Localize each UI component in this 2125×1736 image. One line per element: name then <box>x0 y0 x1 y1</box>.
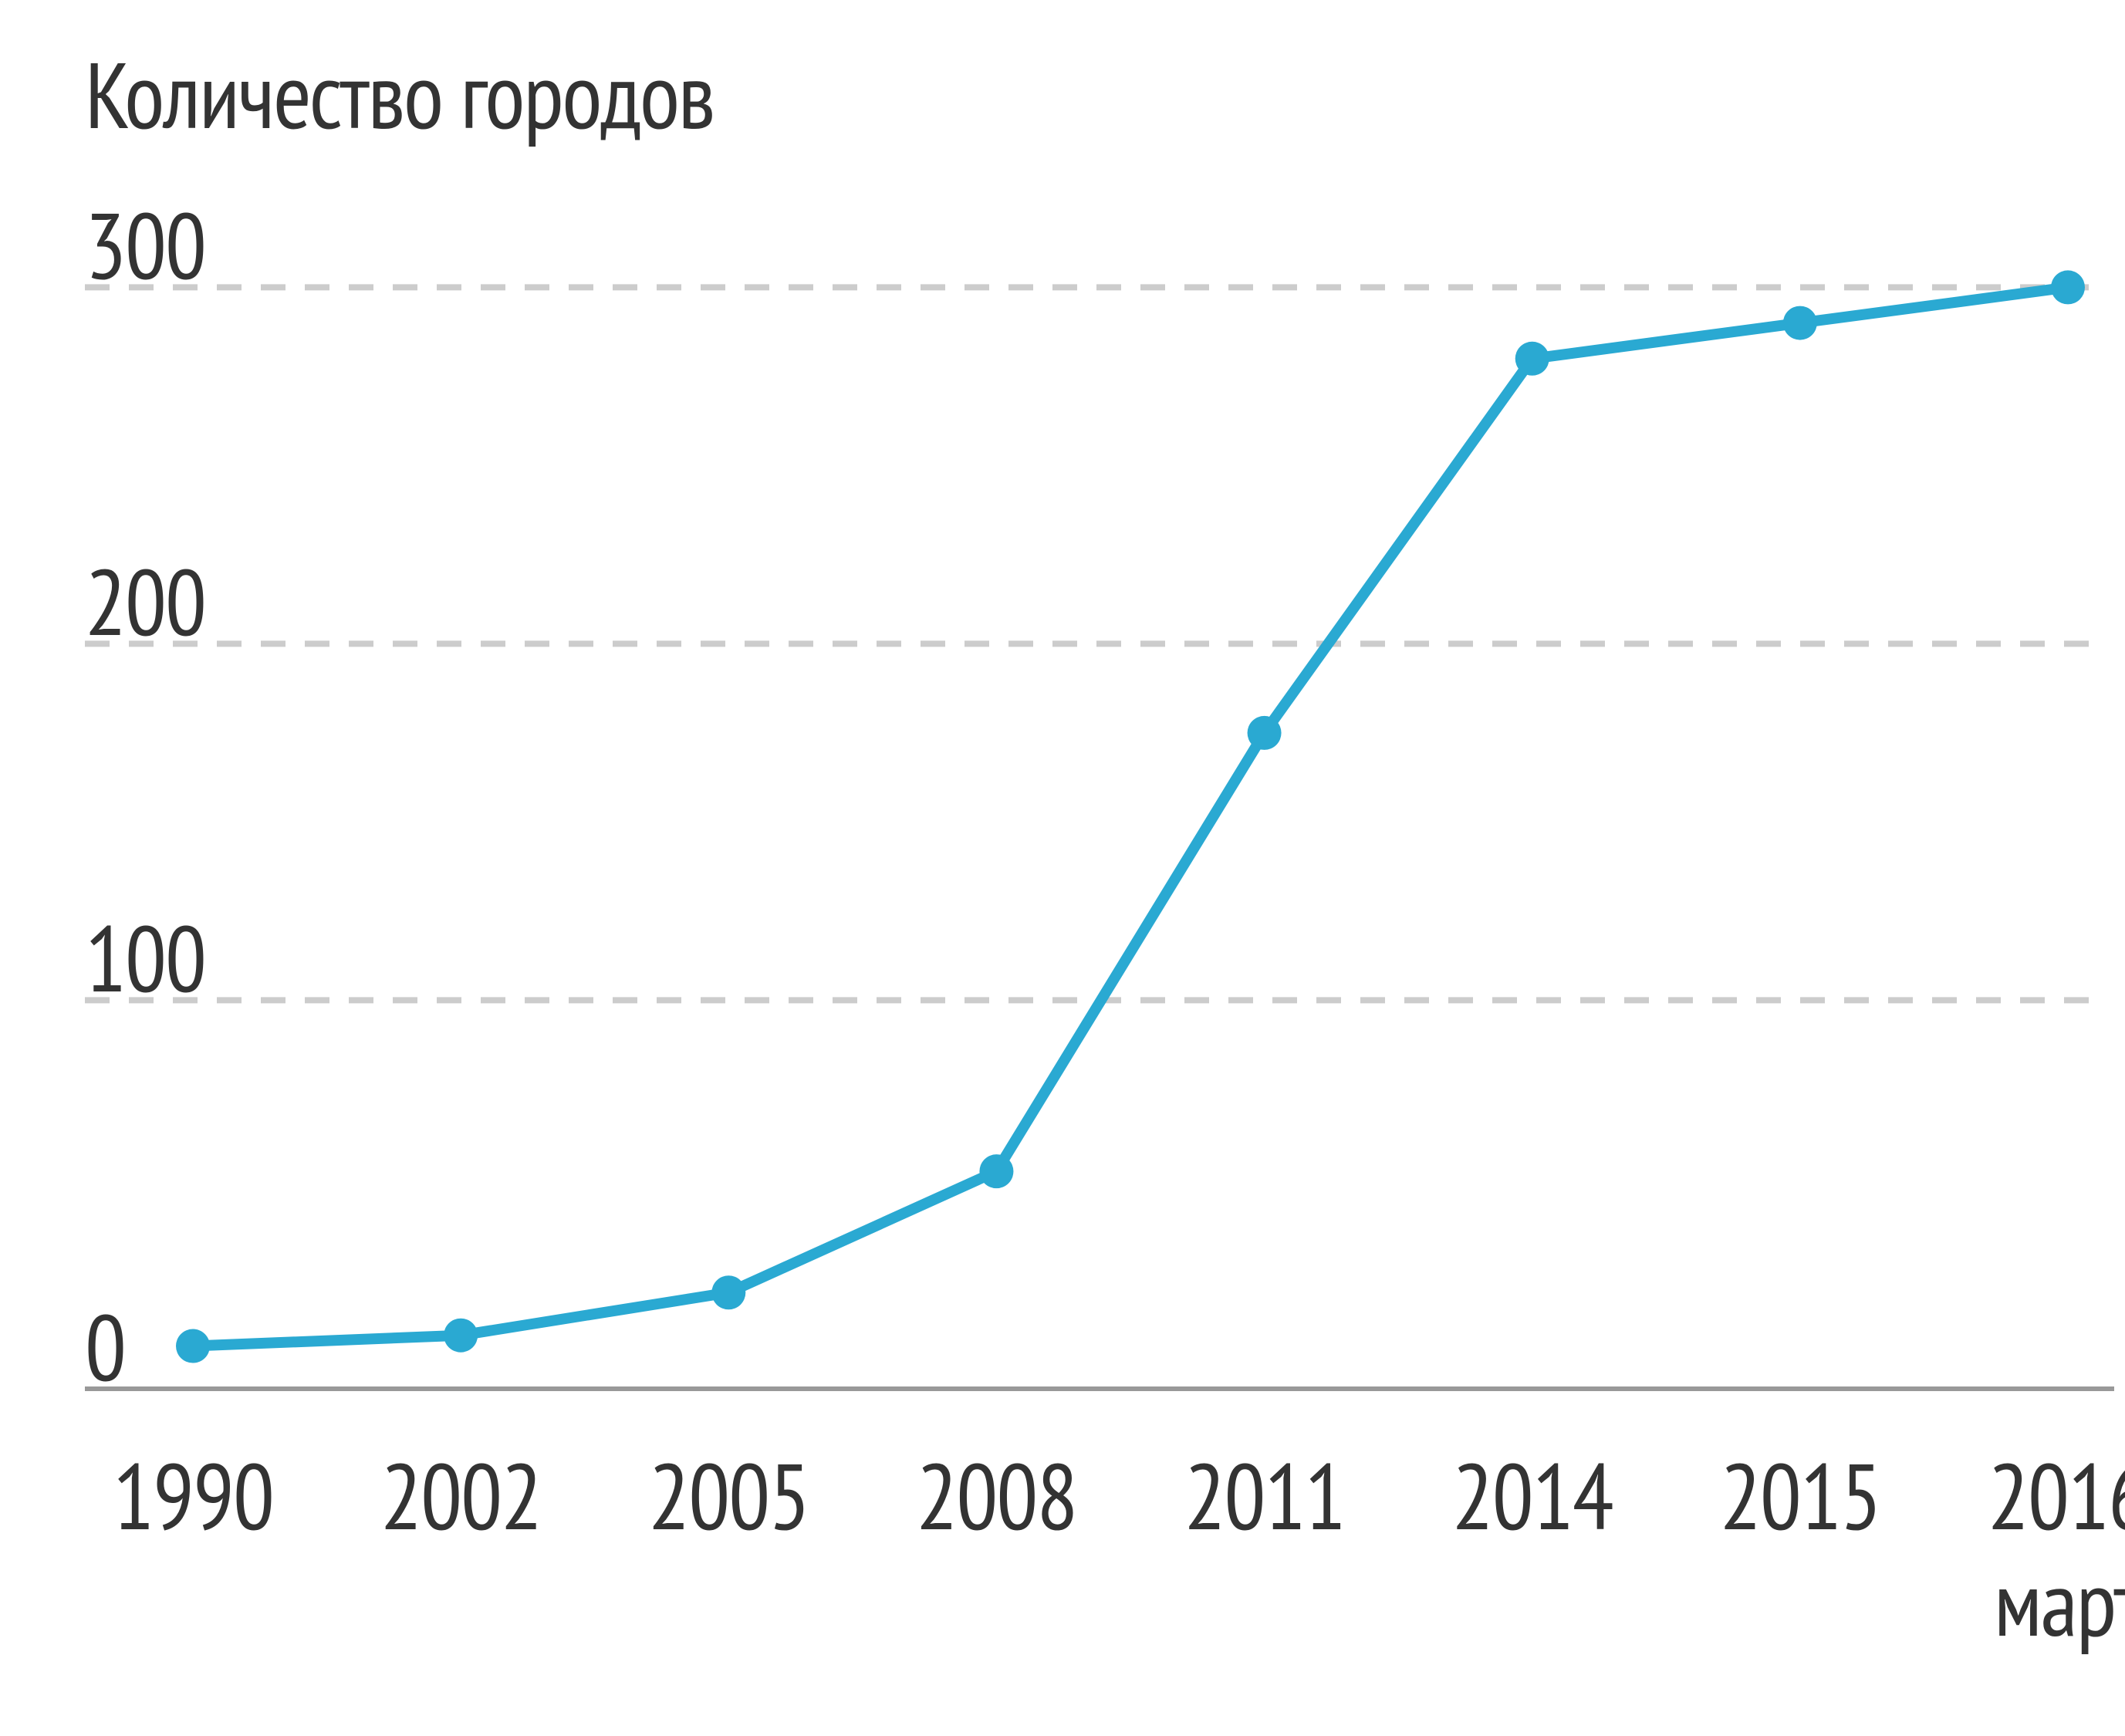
x-category-label: 2011 <box>1184 1443 1345 1549</box>
x-category-label: 2015 <box>1720 1443 1880 1549</box>
y-tick-label: 100 <box>85 898 205 1018</box>
x-category-label: 1990 <box>113 1443 273 1549</box>
x-category-label: 2002 <box>380 1443 541 1549</box>
line-chart: Количество городов 010020030019902002200… <box>0 0 2125 1736</box>
x-category-label: 2016 март <box>1988 1443 2125 1656</box>
y-tick-label: 0 <box>85 1287 125 1407</box>
x-category-label: 2005 <box>648 1443 809 1549</box>
x-category-label: 2014 <box>1452 1443 1613 1549</box>
y-tick-label: 200 <box>85 542 205 661</box>
y-tick-label: 300 <box>85 185 205 305</box>
x-category-label: 2008 <box>916 1443 1076 1549</box>
